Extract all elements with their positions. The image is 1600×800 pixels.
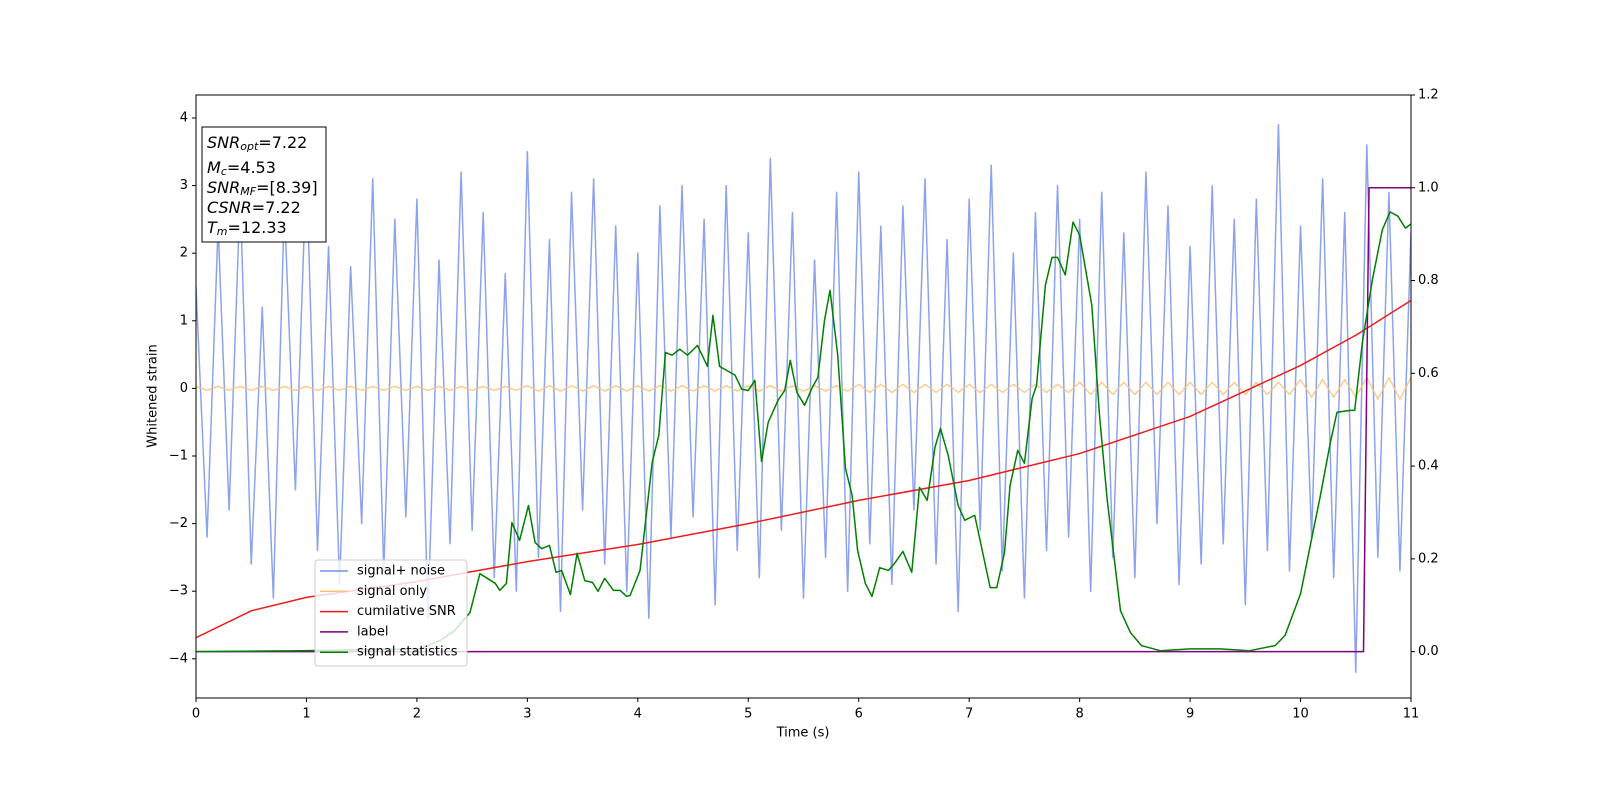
y-tick-label: 3 <box>180 178 188 193</box>
x-tick-label: 10 <box>1292 707 1309 722</box>
y2-tick-label: 0.2 <box>1418 551 1439 566</box>
y-tick-label: 4 <box>180 110 188 125</box>
x-tick-label: 0 <box>192 707 200 722</box>
series-line <box>196 123 1411 674</box>
x-tick-label: 8 <box>1075 707 1083 722</box>
y-tick-label: −1 <box>169 448 188 463</box>
annotation-symbol: CSNR <box>207 198 252 217</box>
annotation-line: SNRopt=7.22 <box>207 133 307 154</box>
series-line <box>196 211 1411 653</box>
annotation-box: SNRopt=7.22Mc=4.53SNRMF=[8.39]CSNR=7.22T… <box>201 126 327 243</box>
x-tick-label: 7 <box>965 707 973 722</box>
annotation-symbol: SNR <box>207 178 240 197</box>
y2-tick-label: 0.4 <box>1418 459 1439 474</box>
x-tick-label: 4 <box>634 707 642 722</box>
annotation-symbol: SNR <box>207 133 240 152</box>
y2-tick-label: 1.2 <box>1418 88 1439 103</box>
y2-tick-label: 0.6 <box>1418 366 1439 381</box>
annotation-symbol: M <box>207 158 221 177</box>
y-tick-label: −4 <box>169 651 188 666</box>
x-axis-label: Time (s) <box>776 726 830 741</box>
x-tick-label: 6 <box>855 707 863 722</box>
y2-tick-label: 0.8 <box>1418 273 1439 288</box>
legend: signal+ noise signal only cumilative SNR la… <box>314 559 468 667</box>
y-tick-label: −3 <box>169 584 188 599</box>
annotation-line: SNRMF=[8.39] <box>207 178 318 199</box>
annotation-value: =7.22 <box>252 198 301 217</box>
series-line <box>196 376 1411 400</box>
y-tick-label: −2 <box>169 516 188 531</box>
x-tick-label: 11 <box>1403 707 1420 722</box>
annotation-subscript: opt <box>240 140 259 153</box>
annotation-line: Tm=12.33 <box>207 218 287 239</box>
series-line <box>196 187 1411 653</box>
x-tick-label: 5 <box>744 707 752 722</box>
annotation-symbol: T <box>207 218 218 237</box>
legend-label: signal only <box>357 584 427 599</box>
annotation-subscript: m <box>217 225 228 238</box>
annotation-subscript: c <box>221 165 227 178</box>
x-tick-label: 3 <box>523 707 531 722</box>
legend-frame <box>314 559 468 667</box>
annotation-line: Mc=4.53 <box>207 158 276 179</box>
y2-tick-label: 1.0 <box>1418 180 1439 195</box>
legend-label: label <box>357 624 388 639</box>
annotation-subscript: MF <box>240 185 256 198</box>
annotation-value: =[8.39] <box>256 178 318 197</box>
x-tick-label: 1 <box>302 707 310 722</box>
plot-frame <box>195 94 1412 699</box>
annotation-value: =7.22 <box>258 133 307 152</box>
annotation-line: CSNR=7.22 <box>207 198 301 217</box>
annotation-frame <box>201 126 327 243</box>
legend-label: signal statistics <box>357 645 458 660</box>
legend-label: cumilative SNR <box>357 604 456 619</box>
annotation-value: =12.33 <box>228 218 287 237</box>
x-tick-label: 2 <box>413 707 421 722</box>
y-tick-label: 1 <box>180 313 188 328</box>
annotation-value: =4.53 <box>227 158 276 177</box>
y-tick-label: 2 <box>180 246 188 261</box>
y-axis-label: Whitened strain <box>146 344 161 447</box>
x-tick-label: 9 <box>1186 707 1194 722</box>
legend-label: signal+ noise <box>357 564 445 579</box>
y2-tick-label: 0.0 <box>1418 644 1439 659</box>
y-tick-label: 0 <box>180 381 188 396</box>
